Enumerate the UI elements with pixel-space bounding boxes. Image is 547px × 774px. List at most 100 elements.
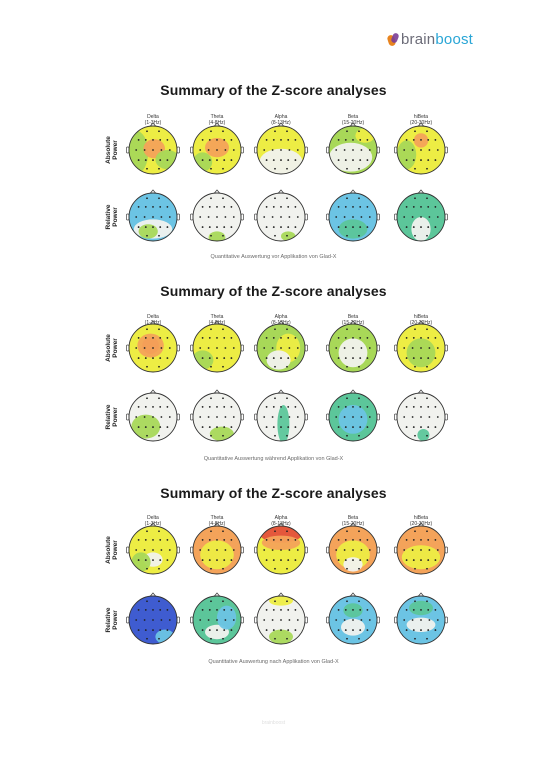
- electrode-dot: [207, 549, 210, 551]
- electrode-dot: [412, 609, 415, 611]
- electrode-dot: [158, 397, 160, 400]
- electrode-dot: [216, 337, 218, 339]
- topographic-map: [254, 522, 308, 575]
- head-outline: [128, 595, 178, 645]
- electrode-dot: [208, 609, 211, 611]
- electrode-dot: [272, 139, 275, 141]
- electrode-dot: [274, 637, 276, 640]
- topographic-map: [394, 189, 448, 242]
- electrode-dot: [274, 567, 276, 570]
- map-patch: [208, 231, 226, 241]
- electrode-dot: [286, 567, 288, 570]
- electrode-dot: [427, 226, 430, 228]
- electrode-dot: [216, 149, 218, 151]
- electrode-dot: [358, 567, 360, 570]
- electrode-dot: [352, 357, 354, 359]
- head-outline: [128, 192, 178, 242]
- electrode-dot: [294, 226, 297, 228]
- section-title: Summary of the Z-score analyses: [160, 485, 387, 501]
- electrode-dot: [146, 167, 148, 170]
- electrode-dot: [358, 167, 360, 170]
- electrode-dot: [135, 619, 138, 621]
- electrode-dot: [263, 549, 266, 551]
- electrode-dot: [144, 206, 147, 208]
- topographic-map: [190, 122, 244, 175]
- electrode-dot: [201, 426, 204, 428]
- electrode-dot: [344, 406, 347, 408]
- band-range: (1-3Hz): [144, 320, 162, 326]
- map-patch: [329, 142, 373, 172]
- electrode-dot: [405, 226, 408, 228]
- electrode-dot: [337, 426, 340, 428]
- electrode-dot: [265, 629, 268, 631]
- map-patch: [266, 350, 291, 370]
- electrode-dot: [346, 530, 348, 533]
- electrode-dot: [201, 559, 204, 561]
- electrode-dot: [420, 357, 422, 359]
- electrode-dot: [208, 559, 211, 561]
- electrode-dot: [405, 539, 408, 541]
- electrode-dot: [207, 216, 210, 218]
- electrode-dot: [296, 216, 299, 218]
- band-label: Alpha (8-13Hz): [251, 314, 311, 326]
- electrode-dot: [222, 328, 224, 331]
- band-name: hiBeta: [413, 114, 429, 120]
- electrode-dot: [420, 216, 422, 218]
- electrode-dot: [208, 226, 211, 228]
- topographic-map: [394, 320, 448, 373]
- electrode-dot: [210, 167, 212, 170]
- electrode-dot: [201, 629, 204, 631]
- electrode-dot: [428, 216, 431, 218]
- electrode-dot: [223, 609, 226, 611]
- electrode-dot: [210, 600, 212, 603]
- page-footer: brainboost: [261, 720, 286, 726]
- electrode-dot: [287, 206, 290, 208]
- band-name: Theta: [210, 114, 224, 120]
- electrode-dot: [366, 206, 369, 208]
- electrode-dot: [152, 337, 154, 339]
- electrode-dot: [427, 629, 430, 631]
- electrode-dot: [412, 406, 415, 408]
- electrode-dot: [166, 226, 169, 228]
- head-outline: [128, 323, 178, 373]
- electrode-dot: [287, 357, 290, 359]
- band-label: hiBeta (20-30Hz): [391, 515, 451, 527]
- electrode-dot: [223, 357, 226, 359]
- electrode-dot: [434, 406, 437, 408]
- electrode-dot: [286, 167, 288, 170]
- topographic-map: [326, 320, 380, 373]
- electrode-dot: [287, 159, 290, 161]
- electrode-dot: [208, 357, 211, 359]
- electrode-dot: [426, 434, 428, 437]
- map-patch: [269, 596, 293, 606]
- electrode-dot: [434, 226, 437, 228]
- electrode-dot: [358, 328, 360, 331]
- electrode-dot: [146, 434, 148, 437]
- electrode-dot: [359, 357, 362, 359]
- electrode-dot: [144, 139, 147, 141]
- map-patch: [406, 617, 436, 632]
- electrode-dot: [346, 434, 348, 437]
- electrode-dot: [287, 539, 290, 541]
- electrode-dot: [286, 397, 288, 400]
- map-patch: [209, 426, 234, 441]
- electrode-dot: [274, 397, 276, 400]
- electrode-dot: [223, 206, 226, 208]
- power-row-label: Relative Power: [105, 404, 119, 430]
- electrode-dot: [272, 357, 275, 359]
- electrode-dot: [216, 347, 218, 349]
- electrode-dot: [286, 365, 288, 368]
- map-patch: [259, 148, 303, 174]
- electrode-dot: [426, 234, 428, 237]
- electrode-dot: [158, 365, 160, 368]
- electrode-dot: [222, 197, 224, 200]
- electrode-dot: [427, 206, 430, 208]
- electrode-dot: [152, 357, 154, 359]
- electrode-dot: [414, 365, 416, 368]
- electrode-dot: [274, 600, 276, 603]
- electrode-dot: [210, 397, 212, 400]
- topographic-map: [126, 522, 180, 575]
- electrode-dot: [294, 559, 297, 561]
- electrode-dot: [146, 234, 148, 237]
- electrode-dot: [358, 197, 360, 200]
